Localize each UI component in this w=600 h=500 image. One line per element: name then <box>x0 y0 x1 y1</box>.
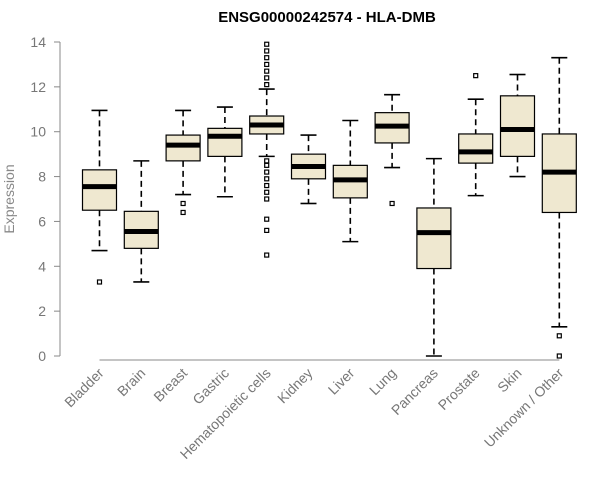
y-tick-label: 14 <box>30 34 46 50</box>
outlier-point <box>264 75 270 81</box>
outlier-point <box>264 41 270 47</box>
box-gastric <box>207 106 243 198</box>
outlier-point <box>556 333 562 339</box>
box-prostate <box>458 73 494 197</box>
iqr-box <box>458 133 494 164</box>
box-breast <box>165 109 201 216</box>
x-tick-label: Brain <box>114 365 148 399</box>
outlier-point <box>264 227 270 233</box>
outlier-point <box>264 162 270 168</box>
outlier-point <box>556 353 562 359</box>
outlier-point <box>264 182 270 189</box>
box-skin <box>499 73 536 178</box>
y-tick-label: 4 <box>38 258 46 274</box>
x-tick-label: Bladder <box>61 365 107 411</box>
outlier-point <box>180 200 186 207</box>
outlier-point <box>264 48 270 54</box>
boxes <box>81 41 577 359</box>
x-tick-label: Skin <box>494 365 525 396</box>
outlier-point <box>473 73 479 79</box>
box-liver <box>332 119 368 243</box>
iqr-box <box>165 134 201 162</box>
x-tick-label: Unknown / Other <box>481 365 567 451</box>
y-tick-label: 2 <box>38 303 46 319</box>
chart-title: ENSG00000242574 - HLA-DMB <box>218 9 436 26</box>
outlier-point <box>264 68 270 74</box>
y-axis-label: Expression <box>1 164 17 233</box>
x-tick-label: Lung <box>366 365 399 398</box>
box-pancreas <box>416 157 452 357</box>
outlier-point <box>264 252 270 258</box>
iqr-box <box>416 207 452 270</box>
outlier-point <box>264 169 270 175</box>
outlier-point <box>264 158 270 164</box>
iqr-box <box>81 169 118 211</box>
outlier-point <box>264 189 270 195</box>
outlier-point <box>264 196 270 202</box>
outlier-point <box>264 61 270 68</box>
x-tick-label: Breast <box>150 365 190 405</box>
box-hematopoietic-cells <box>249 41 285 258</box>
x-tick-label: Kidney <box>274 365 316 407</box>
outlier-point <box>389 200 395 207</box>
outlier-point <box>180 209 186 216</box>
y-tick-label: 10 <box>30 124 46 140</box>
outlier-point <box>96 279 103 285</box>
x-tick-label: Prostate <box>435 365 483 413</box>
box-lung <box>374 93 410 207</box>
iqr-box <box>207 127 243 157</box>
box-bladder <box>81 109 118 285</box>
box-brain <box>123 160 159 283</box>
y-tick-label: 12 <box>30 79 46 95</box>
outlier-point <box>264 176 270 182</box>
iqr-box <box>499 95 536 157</box>
y-tick-label: 6 <box>38 213 46 229</box>
box-unknown-other <box>541 56 577 359</box>
outlier-point <box>264 82 270 88</box>
axes: 0 2 4 6 8 10 12 14 <box>30 34 560 364</box>
outlier-point <box>264 55 270 61</box>
outlier-point <box>264 216 270 222</box>
y-tick-label: 8 <box>38 169 46 185</box>
box-kidney <box>290 134 327 205</box>
x-tick-label: Liver <box>325 365 358 398</box>
y-tick-label: 0 <box>38 348 46 364</box>
